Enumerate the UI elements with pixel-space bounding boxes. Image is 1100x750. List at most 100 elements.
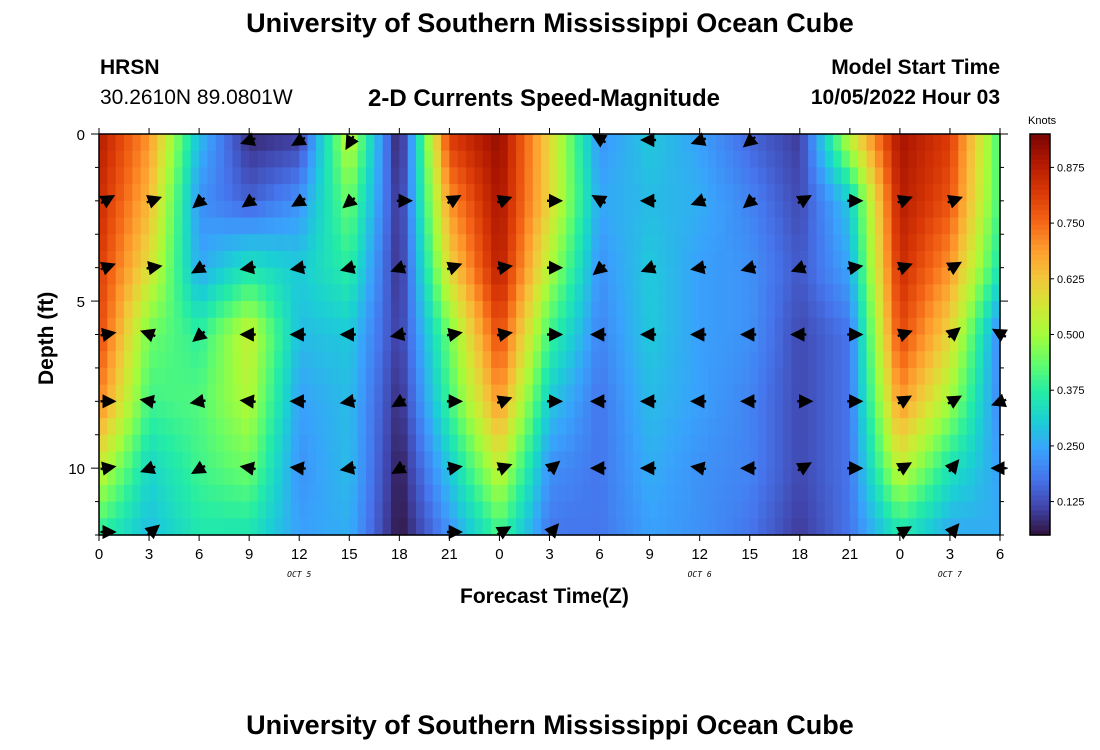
heatmap-cell <box>340 418 350 436</box>
heatmap-cell <box>991 384 1001 402</box>
heatmap-cell <box>282 334 292 352</box>
current-arrow <box>790 259 807 274</box>
heatmap-cell <box>340 351 350 369</box>
heatmap-cell <box>390 434 400 453</box>
heatmap-cell <box>315 134 325 152</box>
heatmap-cell <box>157 468 167 486</box>
heatmap-cell <box>182 434 192 453</box>
heatmap-cell <box>616 384 626 402</box>
heatmap-cell <box>474 401 484 419</box>
heatmap-cell <box>616 200 626 219</box>
heatmap-cell <box>507 184 517 202</box>
current-arrow <box>496 260 513 276</box>
heatmap-cell <box>541 367 551 386</box>
heatmap-cell <box>849 418 859 436</box>
colorbar-segment <box>1030 479 1050 486</box>
heatmap-cell <box>874 401 884 419</box>
heatmap-cell <box>599 468 609 486</box>
heatmap-cell <box>582 284 592 302</box>
heatmap-cell <box>257 167 267 185</box>
heatmap-cell <box>891 434 901 453</box>
heatmap-cell <box>724 150 734 169</box>
heatmap-cell <box>641 284 651 302</box>
heatmap-cell <box>215 501 225 519</box>
heatmap-cell <box>199 200 209 219</box>
heatmap-cell <box>282 167 292 185</box>
colorbar-segment <box>1030 154 1050 160</box>
heatmap-cell <box>324 301 334 319</box>
heatmap-cell <box>866 434 876 453</box>
heatmap-cell <box>257 401 267 419</box>
heatmap-cell <box>557 184 567 202</box>
heatmap-cell <box>416 200 425 219</box>
heatmap-cell <box>858 217 868 235</box>
heatmap-cell <box>799 301 809 319</box>
heatmap-cell <box>174 234 184 252</box>
heatmap-cell <box>799 134 809 152</box>
heatmap-cell <box>908 267 918 285</box>
heatmap-cell <box>941 367 951 386</box>
heatmap-cell <box>708 351 717 369</box>
heatmap-cell <box>874 451 884 469</box>
heatmap-cell <box>632 384 642 402</box>
heatmap-cell <box>649 317 659 336</box>
heatmap-cell <box>549 334 559 352</box>
heatmap-cell <box>541 301 551 319</box>
heatmap-cell <box>416 184 425 202</box>
heatmap-cell <box>933 334 943 352</box>
heatmap-cell <box>140 134 150 152</box>
heatmap-cell <box>991 334 1001 352</box>
heatmap-cell <box>641 518 651 536</box>
heatmap-cell <box>549 367 559 386</box>
colorbar-segment <box>1030 509 1050 516</box>
current-arrow <box>445 195 462 209</box>
heatmap-cell <box>491 301 501 319</box>
heatmap-cell <box>390 301 400 319</box>
heatmap-cell <box>758 267 767 285</box>
heatmap-cell <box>874 200 884 219</box>
heatmap-cell <box>724 301 734 319</box>
heatmap-cell <box>265 200 275 219</box>
colorbar-unit: Knots <box>1028 115 1057 127</box>
heatmap-cell <box>808 484 818 503</box>
heatmap-cell <box>265 384 275 402</box>
heatmap-cell <box>324 434 334 453</box>
heatmap-cell <box>432 384 442 402</box>
heatmap-cell <box>207 250 217 269</box>
heatmap-cell <box>607 518 617 536</box>
heatmap-cell <box>649 134 659 152</box>
heatmap-cell <box>249 484 259 503</box>
heatmap-cell <box>941 150 951 169</box>
heatmap-cell <box>657 468 667 486</box>
heatmap-cell <box>758 451 767 469</box>
current-arrow <box>339 393 356 409</box>
heatmap-cell <box>516 367 526 386</box>
heatmap-cell <box>174 468 184 486</box>
heatmap-cell <box>591 150 601 169</box>
heatmap-cell <box>641 384 651 402</box>
heatmap-cell <box>224 250 234 269</box>
heatmap-cell <box>674 418 684 436</box>
heatmap-cell <box>599 334 609 352</box>
heatmap-cell <box>941 184 951 202</box>
current-arrow <box>690 461 707 476</box>
heatmap-cell <box>274 351 284 369</box>
heatmap-cell <box>933 518 943 536</box>
heatmap-cell <box>791 384 801 402</box>
heatmap-cell <box>315 401 325 419</box>
heatmap-cell <box>182 184 192 202</box>
heatmap-cell <box>774 384 784 402</box>
colorbar-segment <box>1030 464 1050 471</box>
heatmap-cell <box>407 484 417 503</box>
heatmap-cell <box>941 501 951 519</box>
heatmap-cell <box>949 184 959 202</box>
heatmap-cell <box>390 150 400 169</box>
colorbar-tick-label: 0.750 <box>1057 218 1085 230</box>
heatmap-cell <box>908 167 918 185</box>
heatmap-cell <box>858 184 868 202</box>
heatmap-cell <box>457 200 467 219</box>
heatmap-cell <box>549 284 559 302</box>
colorbar-segment <box>1030 309 1050 316</box>
heatmap-cell <box>641 401 651 419</box>
heatmap-cell <box>816 250 826 269</box>
